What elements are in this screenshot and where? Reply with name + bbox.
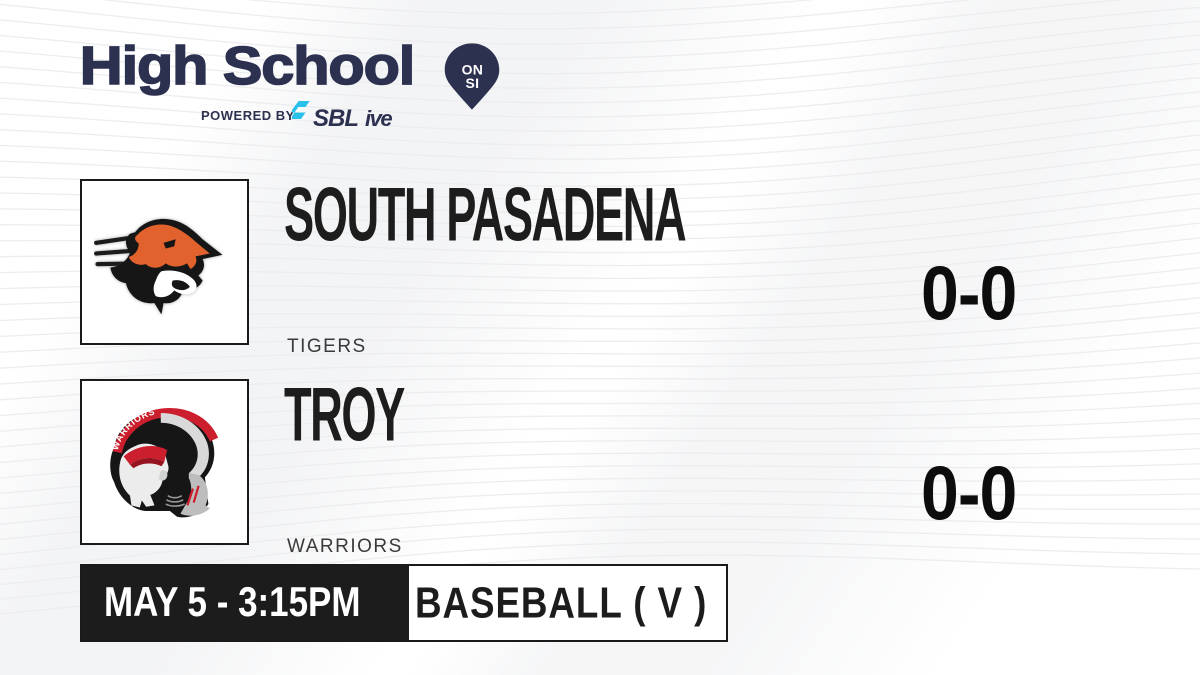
svg-text:ive: ive [365, 106, 392, 131]
svg-text:SBL: SBL [313, 105, 358, 132]
svg-text:SI: SI [466, 75, 480, 91]
